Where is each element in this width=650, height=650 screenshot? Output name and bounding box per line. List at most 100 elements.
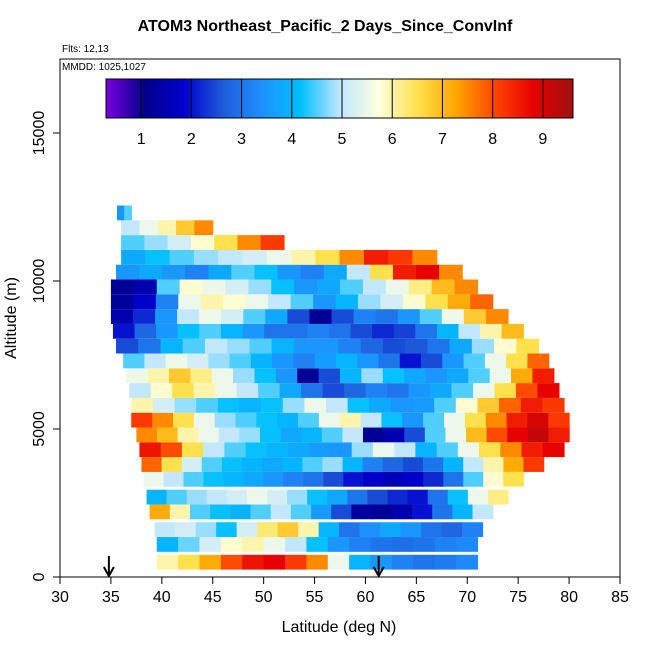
data-cell (266, 442, 289, 458)
data-cell (225, 279, 249, 295)
data-cell (145, 249, 171, 265)
data-cell (486, 427, 508, 443)
data-cell (346, 264, 371, 280)
data-cell (421, 522, 443, 538)
data-cell (272, 353, 294, 369)
data-cell (391, 554, 414, 570)
arrow-head (372, 566, 385, 579)
data-cell (378, 353, 401, 369)
data-cell (248, 279, 272, 295)
data-cell (468, 368, 491, 384)
data-cell (239, 397, 262, 413)
data-cell (485, 412, 508, 428)
data-cell (271, 338, 295, 354)
data-cell (143, 471, 165, 487)
data-cell (258, 383, 281, 398)
x-tick-label: 35 (102, 589, 120, 606)
data-cell (121, 235, 145, 250)
data-cell (176, 220, 195, 236)
data-cell (443, 457, 464, 472)
arrow-head (102, 566, 115, 579)
data-cell (174, 397, 197, 413)
data-cell (372, 323, 395, 339)
data-cell (300, 264, 325, 280)
data-cell (285, 537, 307, 552)
data-cell (121, 220, 141, 236)
data-cell (365, 383, 388, 398)
data-cell (133, 279, 158, 295)
data-cell (267, 489, 288, 505)
colorbar-tick-label: 3 (237, 131, 246, 148)
data-cell (402, 294, 426, 310)
x-tick-label: 65 (407, 589, 425, 606)
data-cell (432, 504, 453, 520)
data-cell (198, 427, 220, 443)
data-cell (360, 412, 383, 428)
data-cell (328, 323, 352, 339)
data-cell (487, 489, 509, 505)
data-cell (210, 504, 231, 520)
data-cell (542, 442, 565, 458)
data-cell (290, 294, 314, 310)
data-cell (458, 323, 481, 339)
data-cell (548, 412, 570, 428)
data-cell (318, 522, 340, 538)
data-cell (315, 249, 341, 265)
x-tick-label: 60 (357, 589, 375, 606)
data-cell (203, 471, 225, 487)
data-cell (250, 353, 273, 369)
data-cell (242, 249, 268, 265)
data-cell (520, 397, 543, 413)
data-cell (483, 471, 504, 487)
data-cell (246, 489, 268, 505)
data-cell (250, 504, 272, 520)
data-cell (393, 323, 416, 339)
data-cell (452, 504, 474, 520)
data-cell (479, 442, 501, 458)
dates-label: MMDD: 1025,1027 (62, 62, 146, 73)
data-cell (218, 427, 240, 443)
data-cell (186, 489, 208, 505)
data-cell (185, 264, 209, 280)
data-cell (298, 412, 320, 428)
data-cell (330, 442, 353, 458)
data-cell (357, 353, 380, 369)
data-cell (382, 457, 404, 472)
data-cell (287, 489, 308, 505)
data-cell (349, 537, 372, 552)
data-cell (372, 442, 395, 458)
data-cell (404, 368, 427, 384)
data-cell (285, 323, 308, 339)
data-cell (380, 522, 402, 538)
data-cell (160, 338, 184, 354)
colorbar-bar (105, 78, 574, 119)
data-cell (442, 353, 465, 369)
data-cell (242, 554, 265, 570)
data-cell (167, 235, 192, 250)
data-cell (347, 397, 370, 413)
data-cell (117, 205, 125, 221)
data-cell (451, 383, 474, 398)
data-cell (542, 397, 565, 413)
data-cell (387, 383, 410, 398)
data-cell (204, 338, 228, 354)
data-cell (264, 323, 287, 339)
data-cell (307, 489, 328, 505)
data-cell (283, 471, 304, 487)
data-cell (110, 294, 134, 310)
data-cell (178, 537, 201, 552)
data-cell (360, 338, 384, 354)
data-cell (291, 249, 316, 265)
data-cell (391, 537, 414, 552)
y-tick-label: 0 (31, 572, 48, 581)
data-cell (387, 489, 409, 505)
y-tick-label: 5000 (31, 411, 48, 447)
data-cell (413, 554, 436, 570)
data-cell (361, 368, 384, 384)
data-cell (131, 412, 153, 428)
data-cell (322, 457, 344, 472)
data-cell (415, 442, 438, 458)
data-cell (317, 279, 341, 295)
data-cell (327, 554, 350, 570)
data-cell (441, 309, 465, 324)
